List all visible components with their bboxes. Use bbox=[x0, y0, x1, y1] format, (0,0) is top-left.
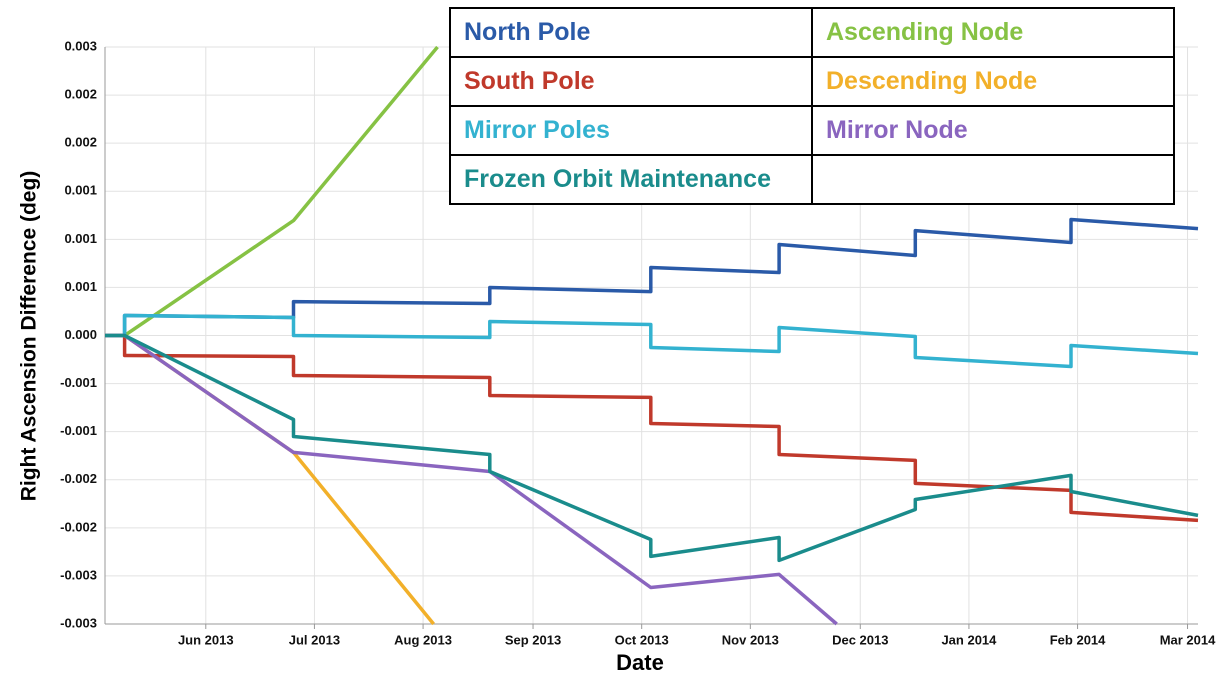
y-tick-label: -0.001 bbox=[60, 375, 97, 390]
x-tick-label: Oct 2013 bbox=[615, 632, 669, 647]
series-line bbox=[105, 313, 1199, 369]
x-tick-label: Sep 2013 bbox=[505, 632, 561, 647]
y-tick-label: 0.001 bbox=[64, 231, 97, 246]
y-tick-label: -0.002 bbox=[60, 519, 97, 534]
y-tick-label: 0.003 bbox=[64, 38, 97, 53]
legend-label: Descending Node bbox=[826, 67, 1037, 95]
y-tick-label: 0.000 bbox=[64, 327, 97, 342]
y-tick-label: -0.003 bbox=[60, 567, 97, 582]
legend-label: North Pole bbox=[464, 18, 590, 46]
x-tick-label: Aug 2013 bbox=[394, 632, 452, 647]
series-line bbox=[105, 333, 1199, 563]
legend-label: Mirror Node bbox=[826, 116, 968, 144]
y-tick-label: -0.003 bbox=[60, 615, 97, 630]
y-tick-label: 0.001 bbox=[64, 183, 97, 198]
x-tick-label: Jan 2014 bbox=[941, 632, 997, 647]
x-tick-label: Nov 2013 bbox=[722, 632, 779, 647]
y-tick-label: -0.002 bbox=[60, 471, 97, 486]
x-tick-label: Feb 2014 bbox=[1050, 632, 1106, 647]
y-tick-label: 0.001 bbox=[64, 279, 97, 294]
y-axis-label: Right Ascension Difference (deg) bbox=[18, 171, 41, 502]
legend-label: Mirror Poles bbox=[464, 116, 610, 144]
legend-label: South Pole bbox=[464, 67, 595, 95]
y-tick-label: -0.001 bbox=[60, 423, 97, 438]
x-tick-label: Jun 2013 bbox=[178, 632, 234, 647]
x-tick-label: Jul 2013 bbox=[289, 632, 340, 647]
x-tick-label: Mar 2014 bbox=[1160, 632, 1216, 647]
y-tick-label: 0.002 bbox=[64, 87, 97, 102]
x-tick-label: Dec 2013 bbox=[832, 632, 888, 647]
legend-label: Frozen Orbit Maintenance bbox=[464, 165, 771, 193]
y-tick-label: 0.002 bbox=[64, 135, 97, 150]
legend-label: Ascending Node bbox=[826, 18, 1023, 46]
x-axis-label: Date bbox=[616, 650, 664, 675]
